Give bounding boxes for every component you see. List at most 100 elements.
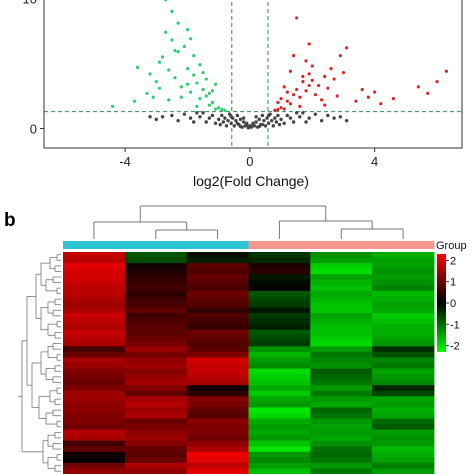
heatmap-cell <box>124 390 188 397</box>
heatmap-cell <box>63 390 126 397</box>
volcano-point-down-24 <box>148 72 152 76</box>
heatmap-cell <box>63 446 126 453</box>
heatmap-cell <box>186 363 249 369</box>
heatmap-cell <box>372 313 435 319</box>
volcano-point-down-7 <box>207 103 211 107</box>
volcano-point-up-6 <box>310 64 314 68</box>
heatmap-cell <box>63 301 126 308</box>
heatmap-cell <box>63 429 126 436</box>
volcano-point-up-29 <box>301 74 305 79</box>
heatmap-cell <box>372 296 435 303</box>
heatmap-cell <box>186 435 249 442</box>
volcano-point-down-43 <box>167 98 171 102</box>
heatmap-cell <box>124 368 188 375</box>
volcano-point-up-45 <box>373 90 377 94</box>
volcano-point-down-32 <box>204 77 208 81</box>
volcano-point-up-12 <box>323 74 327 79</box>
heatmap-cell <box>372 440 435 447</box>
heatmap-cell <box>310 346 373 353</box>
heatmap-cell <box>124 318 188 325</box>
volcano-point-down-3 <box>201 87 205 92</box>
volcano-point-up-35 <box>285 90 289 94</box>
heatmap-cell <box>124 285 188 292</box>
heatmap-cell <box>186 462 249 469</box>
volcano-point-ns-13 <box>213 121 218 125</box>
heatmap-cell <box>372 329 435 336</box>
volcano-point-up-14 <box>338 54 342 58</box>
heatmap-cell <box>124 363 188 369</box>
heatmap-cell <box>63 329 126 336</box>
volcano-point-down-2 <box>204 94 208 98</box>
heatmap-cell <box>186 324 249 331</box>
volcano-point-ns-0 <box>148 115 152 119</box>
volcano-point-up-10 <box>304 89 308 93</box>
volcano-threshold-lines <box>44 0 462 148</box>
heatmap-cell <box>124 418 188 425</box>
heatmap-cell <box>310 385 373 392</box>
heatmap-cell <box>186 374 249 381</box>
volcano-point-ns-9 <box>201 111 205 115</box>
heatmap-cell <box>186 296 249 303</box>
heatmap-cell <box>310 285 373 292</box>
heatmap-cell <box>310 462 373 469</box>
heatmap-cell <box>372 357 435 364</box>
volcano-point-up-5 <box>307 72 311 76</box>
heatmap-cell <box>310 374 373 381</box>
legend-tick-label-4: -2 <box>450 341 460 353</box>
heatmap-cell <box>310 401 373 408</box>
heatmap-cell <box>63 468 126 474</box>
volcano-point-ns-50 <box>273 116 277 120</box>
heatmap-cell <box>63 346 126 353</box>
group-bar-segment-0 <box>63 241 126 249</box>
heatmap-cell <box>248 329 311 336</box>
heatmap-cell <box>372 401 435 408</box>
volcano-point-ns-78 <box>257 124 261 129</box>
volcano-point-up-33 <box>273 108 277 112</box>
volcano-point-up-40 <box>310 78 314 82</box>
volcano-point-ns-61 <box>304 120 308 124</box>
heatmap-cell <box>310 301 373 308</box>
volcano-point-ns-30 <box>241 120 246 124</box>
volcano-point-down-14 <box>160 55 165 59</box>
heatmap-cell <box>63 396 126 403</box>
heatmap-cell <box>372 412 435 419</box>
volcano-point-down-34 <box>220 108 224 112</box>
heatmap-cell <box>248 357 311 364</box>
heatmap-cell <box>372 274 435 281</box>
heatmap-cell <box>186 285 249 292</box>
heatmap-cell <box>63 363 126 369</box>
volcano-point-up-3 <box>295 87 299 92</box>
volcano-point-down-35 <box>223 108 227 112</box>
heatmap-cell <box>124 412 188 419</box>
heatmap-cell <box>248 407 311 414</box>
heatmap-cell <box>124 263 188 270</box>
heatmap-cell <box>124 351 188 358</box>
heatmap-cell <box>186 335 249 342</box>
heatmap-cell <box>372 301 435 308</box>
heatmap-cell <box>124 357 188 364</box>
volcano-point-down-5 <box>192 73 196 77</box>
volcano-plot: -4 0 4 0 10 log2(Fold Change) <box>23 0 463 189</box>
heatmap-cell <box>310 390 373 397</box>
column-dendrogram <box>93 205 404 239</box>
volcano-point-up-30 <box>307 83 311 88</box>
heatmap-cell <box>63 279 126 286</box>
volcano-point-ns-77 <box>238 124 243 129</box>
volcano-x-tick-label-1: 0 <box>246 154 253 169</box>
volcano-point-ns-79 <box>245 123 249 127</box>
heatmap-cell <box>310 279 373 286</box>
volcano-point-down-6 <box>185 67 190 71</box>
heatmap-cell <box>63 318 126 325</box>
volcano-point-ns-66 <box>332 116 336 120</box>
volcano-point-up-22 <box>391 96 395 101</box>
volcano-point-ns-5 <box>182 112 187 116</box>
volcano-point-ns-73 <box>260 122 265 127</box>
heatmap-cell <box>248 268 311 275</box>
row-dendrogram <box>18 254 61 472</box>
heatmap-cell <box>310 324 373 331</box>
volcano-point-ns-44 <box>263 124 268 128</box>
heatmap-cell <box>124 379 188 386</box>
heatmap-cell <box>248 274 311 281</box>
heatmap-cell <box>248 396 311 403</box>
heatmap-cell <box>372 435 435 442</box>
